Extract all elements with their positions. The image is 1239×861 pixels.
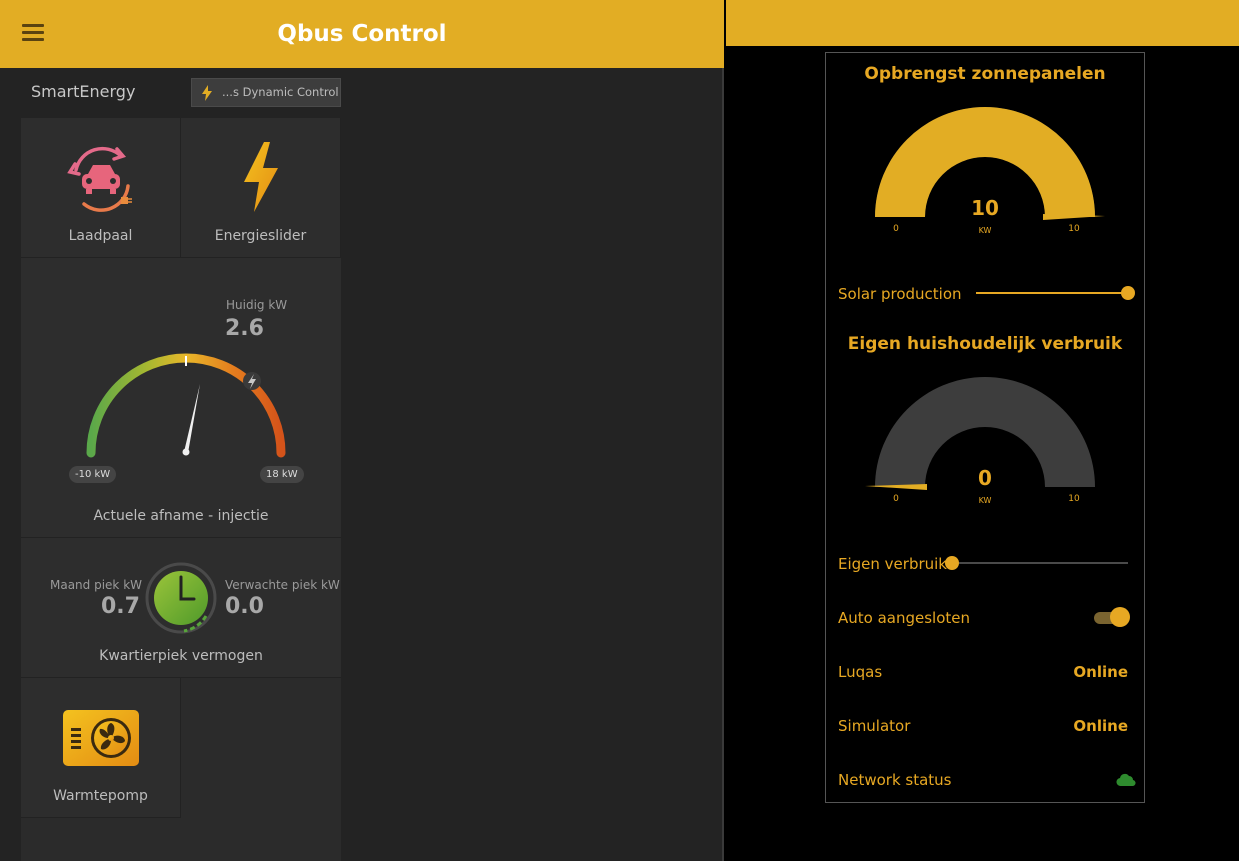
- solar-gauge-fill: [875, 107, 1095, 217]
- household-gauge-title: Eigen huishoudelijk verbruik: [847, 334, 1123, 354]
- luqas-status: Online: [1073, 663, 1128, 681]
- household-gauge-unit: KW: [979, 496, 992, 505]
- expected-peak-label: Verwachte piek kW: [225, 578, 340, 592]
- household-gauge-min: 0: [893, 494, 899, 504]
- peak-tile: Maand piek kW 0.7 Verwachte piek kW 0.0 …: [21, 538, 341, 678]
- solar-gauge-value: 10: [971, 196, 999, 220]
- section-label: SmartEnergy: [31, 82, 136, 101]
- gauge-caption: Actuele afname - injectie: [93, 508, 269, 524]
- solar-production-label: Solar production: [838, 285, 962, 303]
- slider-track: [952, 562, 1128, 564]
- solar-gauge-needle: [1043, 214, 1105, 220]
- solar-gauge-max: 10: [1068, 224, 1080, 234]
- household-gauge-value: 0: [978, 466, 992, 490]
- solar-gauge-title: Opbrengst zonnepanelen: [864, 64, 1106, 84]
- auto-aangesloten-toggle[interactable]: [1094, 607, 1130, 627]
- energy-dashboard-card: Opbrengst zonnepanelen 10 KW 0 10 Solar …: [825, 52, 1145, 803]
- app-header: Qbus Control: [0, 0, 724, 68]
- slider-track: [976, 292, 1128, 294]
- gauge-min-label: -10 kW: [69, 466, 117, 483]
- simulator-label: Simulator: [838, 717, 911, 735]
- tile-laadpaal[interactable]: Laadpaal: [21, 118, 181, 258]
- simulator-status: Online: [1073, 717, 1128, 735]
- dynamic-control-button[interactable]: ...s Dynamic Control: [191, 78, 341, 107]
- cloud-icon: [1116, 773, 1136, 787]
- solar-gauge: 10 KW 0 10: [875, 107, 1105, 235]
- bolt-icon: [202, 85, 212, 101]
- peak-caption: Kwartierpiek vermogen: [99, 648, 263, 664]
- auto-aangesloten-label: Auto aangesloten: [838, 609, 971, 627]
- app-title: Qbus Control: [277, 21, 447, 47]
- ev-charger-icon: [67, 146, 132, 212]
- clock-icon: [145, 562, 217, 634]
- heat-pump-icon: [63, 710, 139, 766]
- power-gauge-tile: Huidig kW 2.6 -10 kW 18 kW Actuele afnam…: [21, 258, 341, 538]
- household-gauge-track: [875, 377, 1095, 487]
- dynamic-control-label: ...s Dynamic Control: [222, 85, 339, 99]
- month-peak-value: 0.7: [101, 594, 140, 619]
- solar-production-slider[interactable]: [976, 286, 1135, 300]
- solar-gauge-min: 0: [893, 224, 899, 234]
- gauge-max-label: 18 kW: [260, 466, 304, 483]
- household-gauge-needle: [865, 484, 927, 490]
- month-peak-label: Maand piek kW: [50, 578, 143, 592]
- lightning-icon: [244, 142, 278, 212]
- tile-label: Warmtepomp: [53, 788, 148, 804]
- slider-knob[interactable]: [945, 556, 959, 570]
- household-gauge: 0 KW 0 10: [865, 377, 1095, 505]
- tile-energieslider[interactable]: Energieslider: [181, 118, 341, 258]
- toggle-knob: [1110, 607, 1130, 627]
- power-gauge: [86, 353, 286, 458]
- household-gauge-max: 10: [1068, 494, 1080, 504]
- expected-peak-value: 0.0: [225, 594, 264, 619]
- menu-icon[interactable]: [22, 24, 44, 42]
- current-kw-value: 2.6: [225, 316, 264, 341]
- slider-knob[interactable]: [1121, 286, 1135, 300]
- right-header-bar: [726, 0, 1239, 46]
- luqas-label: Luqas: [838, 663, 883, 681]
- eigen-verbruik-slider[interactable]: [945, 556, 1128, 570]
- solar-gauge-unit: KW: [979, 226, 992, 235]
- network-status-label: Network status: [838, 771, 952, 789]
- qbus-app: Qbus Control SmartEnergy ...s Dynamic Co…: [0, 0, 724, 861]
- eigen-verbruik-label: Eigen verbruik: [838, 555, 947, 573]
- tile-label: Laadpaal: [68, 228, 133, 244]
- tile-warmtepomp[interactable]: Warmtepomp: [21, 678, 181, 818]
- energy-panel: Laadpaal Energieslider Huidig kW 2.6: [21, 118, 341, 861]
- current-kw-label: Huidig kW: [226, 298, 288, 312]
- tile-label: Energieslider: [214, 228, 307, 244]
